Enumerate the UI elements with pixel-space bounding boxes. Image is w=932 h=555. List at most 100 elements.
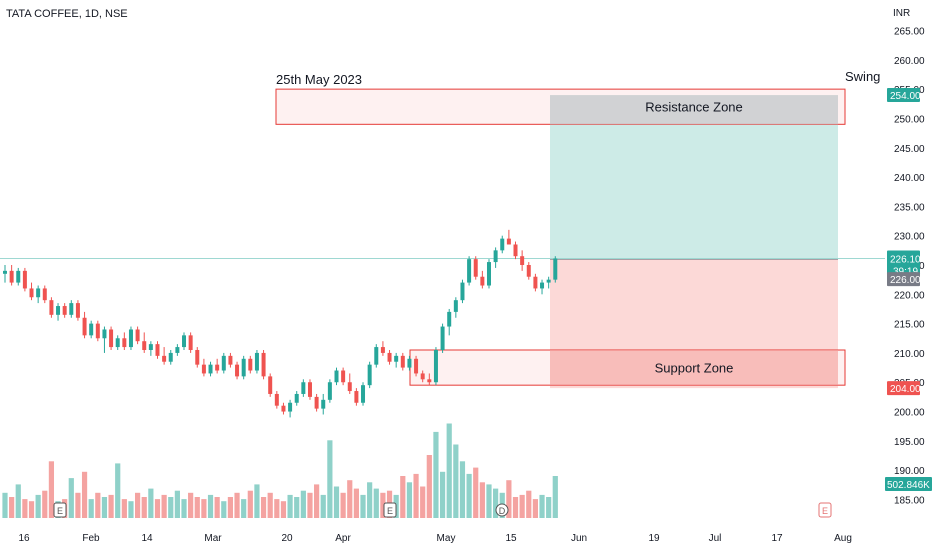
candle-body [248,358,253,371]
event-marker-label[interactable]: D [499,506,506,516]
candle-body [334,370,339,383]
volume-value-badge-text: 502.846K [887,480,930,491]
candle-body [215,364,220,371]
candle-body [486,262,491,286]
price-tick-label: 260.00 [894,56,925,67]
support-zone-label: Support Zone [655,361,734,376]
event-marker-label[interactable]: E [57,506,63,516]
volume-bar [347,480,353,518]
candle-body [400,355,405,368]
price-tick-label: 235.00 [894,202,925,213]
candle-body [533,276,538,289]
candle-body [301,382,306,394]
candle-body [235,364,240,377]
candlesticks [3,229,558,418]
target-price-badge-text: 254.00 [890,91,921,102]
volume-bar [526,490,532,518]
volume-bar [48,461,55,518]
target-price-badge-bg [887,88,920,102]
symbol-title[interactable]: TATA COFFEE, 1D, NSE [6,8,128,20]
candle-body [261,352,266,377]
candle-body [142,341,147,350]
volume-bar [420,486,426,518]
last-price-badge-text: 226.10 [890,255,921,266]
price-tick-label: 215.00 [894,320,925,331]
volume-bar [88,499,94,518]
time-tick-label: Feb [82,533,100,544]
volume-bar [546,497,552,518]
event-marker-bg [53,502,67,518]
volume-bar [459,461,466,518]
volume-bar [479,482,485,518]
volume-bar [486,484,492,518]
volume-bar [512,497,519,518]
candle-body [440,326,445,350]
candle-body [460,282,465,301]
volume-bar [35,494,41,518]
event-marker-label[interactable]: E [387,506,393,516]
candle-body [268,376,273,394]
currency-label: INR [893,8,910,19]
last-price-badge: 226.10 39:19 [887,250,921,278]
candle-body [473,259,478,277]
candle-body [49,300,54,315]
volume-bar [28,501,35,518]
candle-body [307,382,312,397]
time-tick-label: Mar [204,533,222,544]
candle-body [380,347,385,353]
volume-bar [274,499,280,518]
reference-price-badge: 226.00 [887,272,921,287]
volume-bar [294,497,300,518]
candle-body [553,258,558,280]
volume-value-badge-bg [885,477,932,491]
volume-bar [439,471,446,518]
candle-body [453,300,458,312]
volume-bar [267,492,273,518]
candle-body [480,276,485,286]
volume-bar [148,488,154,518]
price-tick-label: 210.00 [894,349,925,360]
candle-body [195,350,200,365]
candle-body [420,373,425,380]
candle-body [274,393,279,406]
volume-bar [400,476,406,518]
candle-body [414,358,419,374]
volume-bar [214,497,220,518]
candle-body [128,329,133,348]
candle-body [394,355,399,362]
volume-bar [2,492,8,518]
price-tick-label: 195.00 [894,437,925,448]
candle-body [109,329,114,348]
volume-bar [247,490,253,518]
time-tick-label: Aug [834,533,852,544]
volume-bar [466,473,472,518]
volume-bar [453,444,459,518]
volume-bar [241,499,247,518]
volume-bar [307,492,313,518]
candle-body [148,344,153,350]
price-tick-label: 185.00 [894,495,925,506]
candle-body [16,270,21,283]
price-tick-label: 190.00 [894,466,925,477]
candle-body [294,393,299,403]
event-marker-label[interactable]: E [822,506,828,516]
stop-price-badge-text: 204.00 [890,384,921,395]
volume-value-badge: 502.846K [885,477,932,491]
time-tick-label: Apr [335,533,351,544]
volume-bar [221,501,227,518]
reference-price-badge-bg [887,272,920,287]
swing-annotation[interactable]: Swing [845,69,881,84]
volume-bar [227,497,234,518]
volume-bar [552,476,558,518]
volume-bar [201,499,207,518]
time-axis[interactable]: 16 Feb 14 Mar 20 Apr May 15 Jun 19 Jul 17 Aug [18,533,851,544]
candle-body [22,270,27,289]
price-tick-label: 200.00 [894,408,925,419]
volume-bar [42,490,48,518]
volume-bar [493,488,499,518]
candle-body [341,370,346,383]
time-tick-label: 14 [141,533,153,544]
date-annotation[interactable]: 25th May 2023 [276,72,363,87]
